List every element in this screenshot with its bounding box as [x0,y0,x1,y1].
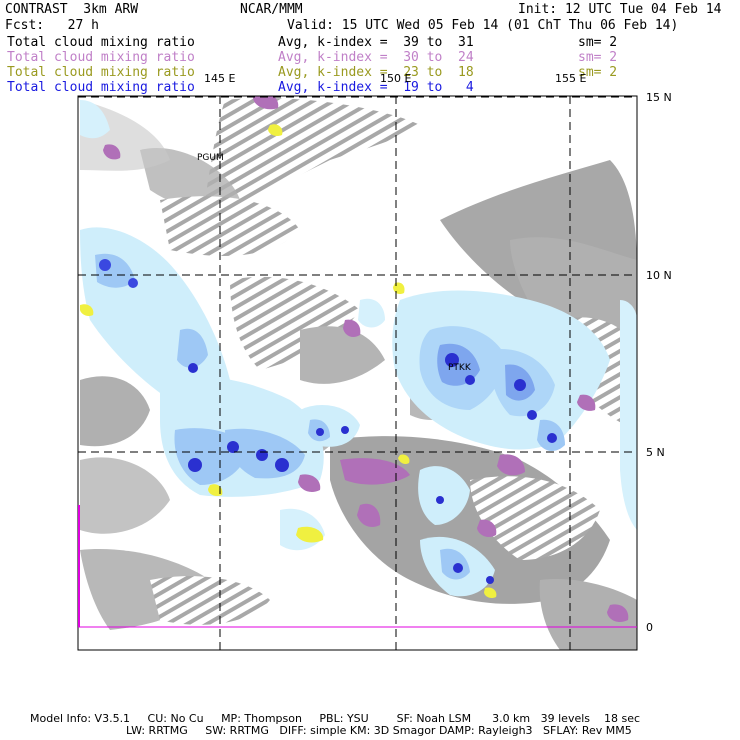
field-sm-1: sm= 2 [578,35,618,50]
lon-label-155: 155 E [555,72,586,85]
lon-label-150: 150 E [380,72,411,85]
init-time: Init: 12 UTC Tue 04 Feb 14 [518,2,722,17]
field-name-1: Total cloud mixing ratio [7,35,195,50]
lat-label-0: 0 [646,621,653,634]
cloud-fields [80,96,637,650]
field-name-4: Total cloud mixing ratio [7,80,195,95]
valid-time: Valid: 15 UTC Wed 05 Feb 14 (01 ChT Thu … [287,18,679,33]
field-kindex-2: Avg, k-index = 30 to 24 [278,50,474,65]
lat-label-10n: 10 N [646,269,672,282]
field-kindex-3: Avg, k-index = 23 to 18 [278,65,474,80]
field-sm-3: sm= 2 [578,65,618,80]
field-sm-2: sm= 2 [578,50,618,65]
model-info-line-2: LW: RRTMG SW: RRTMG DIFF: simple KM: 3D … [126,724,632,737]
field-kindex-4: Avg, k-index = 19 to 4 [278,80,474,95]
station-pgum: PGUM [197,153,224,163]
lat-label-5n: 5 N [646,446,665,459]
field-name-2: Total cloud mixing ratio [7,50,195,65]
grid-lines [78,96,637,650]
field-kindex-1: Avg, k-index = 39 to 31 [278,35,474,50]
map-frame [77,95,638,651]
lat-label-15n: 15 N [646,91,672,104]
station-ptkk: PTKK [448,363,472,373]
field-name-3: Total cloud mixing ratio [7,65,195,80]
org-label: NCAR/MMM [240,2,303,17]
forecast-hour: Fcst: 27 h [5,18,99,33]
model-info-line-1: Model Info: V3.5.1 CU: No Cu MP: Thompso… [30,712,641,725]
lon-label-145: 145 E [204,72,235,85]
model-title: CONTRAST 3km ARW [5,2,139,17]
